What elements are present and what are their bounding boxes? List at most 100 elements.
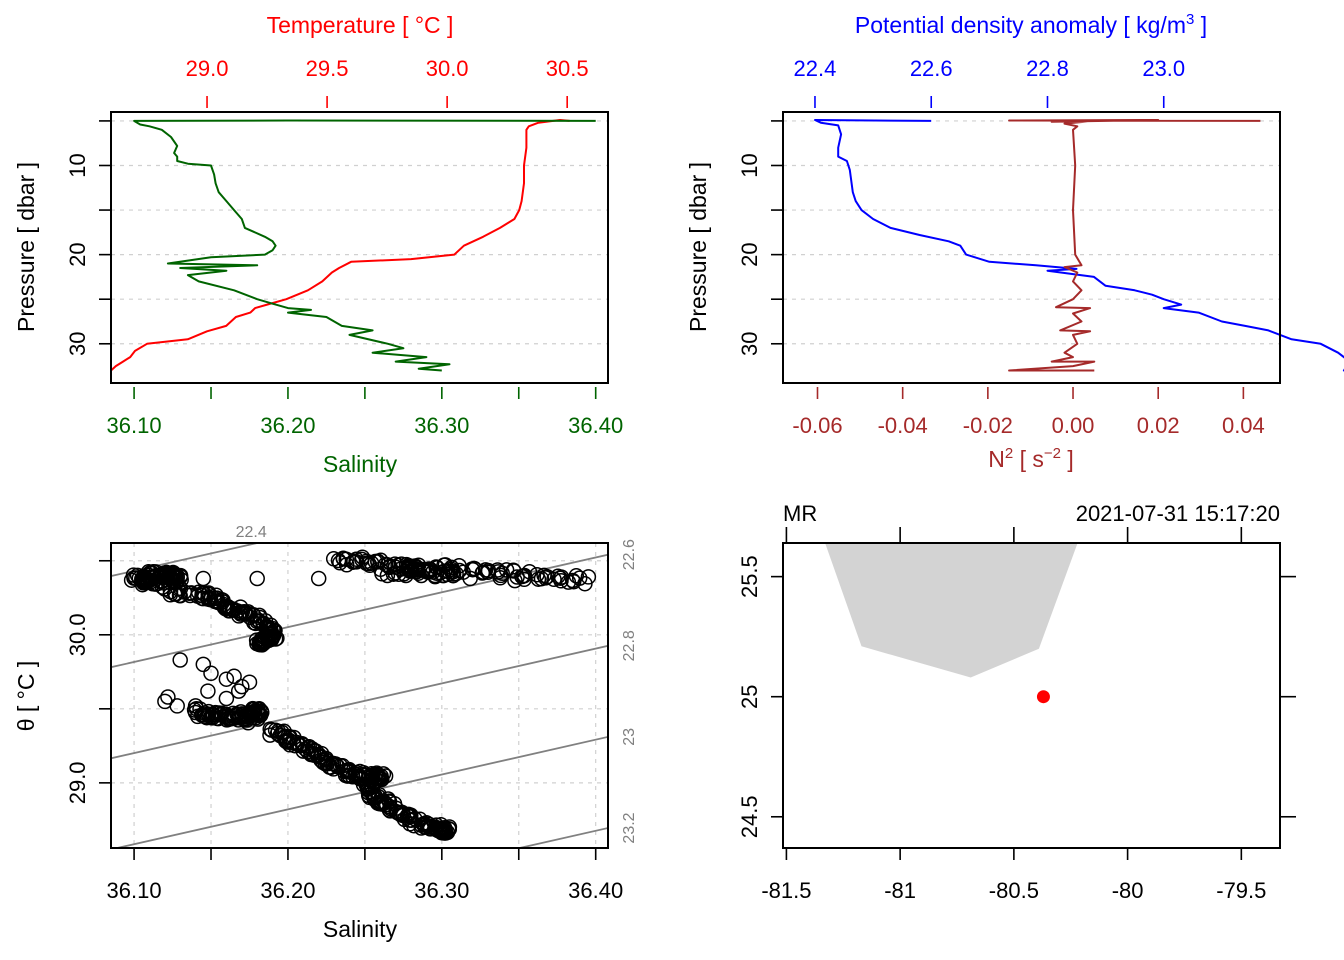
n2-title-unit-exp: −2 [1044,445,1061,462]
ts-point [230,683,247,699]
ts-point [203,665,219,682]
temperature-axis: 29.0 29.5 30.0 30.5 [186,56,589,108]
ts-point [571,570,588,586]
ts-point [282,737,298,753]
panel-station-map: -81.5 -81 -80.5 -80 -79.5 24.5 25 25.5 MR 2021… [737,501,1296,903]
tick-label: 30.0 [65,613,90,656]
theta-axis-title: θ [ °C ] [13,661,39,732]
ts-point [245,700,261,717]
tick-label: 30 [737,332,762,356]
isopycnal-line [111,553,608,669]
ts-point [398,556,415,573]
ts-point [445,564,461,580]
ts-point [553,569,570,585]
plot-frame [110,111,609,384]
ts-point [437,821,453,838]
tick-label: -0.04 [878,413,928,438]
top-axis-ticks [785,527,1243,543]
ts-point [195,656,212,673]
ts-point [564,572,581,589]
ts-point [537,570,554,586]
station-marker [1036,690,1050,704]
pressure-axis-title: Pressure [ dbar ] [685,162,711,332]
n2-line [1008,119,1261,372]
ts-point [247,703,263,719]
ts-point [160,689,176,705]
tick-label: 36.40 [568,878,623,903]
station-name-label: MR [783,501,817,526]
density-title-end: ] [1194,12,1207,38]
ts-point [169,698,185,714]
tick-label: -80.5 [989,878,1039,903]
tick-label: 0.00 [1052,413,1095,438]
tick-label: 36.20 [260,413,315,438]
ts-point [234,678,250,695]
tick-label: 36.30 [414,413,469,438]
n2-title-end: ] [1061,446,1074,472]
plot-frame [110,542,609,849]
n2-axis: -0.06 -0.04 -0.02 0.00 0.02 0.04 [792,387,1265,438]
panel-density-n2-profile: 22.4 22.6 22.8 23.0 -0.06 -0.04 -0.02 0.00 0.02… [685,11,1344,472]
ts-point [546,571,562,588]
ts-point [322,759,339,776]
temperature-axis-title: Temperature [ °C ] [267,12,454,38]
ts-point [338,557,355,573]
tick-label: 30 [65,332,90,356]
ts-point [200,683,216,699]
tick-label: 22.4 [794,56,837,81]
isopycnal-label: 23.2 [621,812,638,843]
tick-label: 36.10 [107,878,162,903]
ts-point [140,573,156,590]
salinity-axis: 36.10 36.20 36.30 36.40 [107,387,623,438]
isopycnal-label: 22.6 [621,539,638,570]
ts-point [172,652,188,668]
ts-point [568,568,585,584]
temperature-line [110,119,570,372]
grid [111,543,608,848]
tick-label: 10 [65,153,90,177]
longitude-axis: -81.5 -81 -80.5 -80 -79.5 [761,848,1266,903]
density-axis-title: Potential density anomaly [ kg/m3 ] [855,11,1207,38]
tick-label: -79.5 [1216,878,1266,903]
density-axis: 22.4 22.6 22.8 23.0 [794,56,1185,108]
pressure-axis: 10 20 30 [65,120,111,356]
tick-label: 0.02 [1137,413,1180,438]
ts-point [234,604,251,620]
salinity-line [133,119,596,372]
ts-point [385,566,402,582]
tick-label: 36.20 [260,878,315,903]
n2-title-exp: 2 [1005,445,1013,462]
ts-point [218,690,235,707]
pressure-gridlines [111,120,608,345]
pressure-gridlines [783,120,1280,345]
ts-point [310,570,327,587]
ts-point [462,570,478,587]
ts-point [172,588,188,604]
tick-label: -0.06 [792,413,842,438]
station-time-label: 2021-07-31 15:17:20 [1076,501,1280,526]
pressure-axis: 10 20 30 [737,120,783,356]
ts-point [248,632,265,648]
density-line [814,119,1344,372]
tick-label: -0.02 [963,413,1013,438]
salinity-axis-title: Salinity [323,916,398,942]
tick-label: 30.0 [426,56,469,81]
ts-point [226,668,242,685]
tick-label: 30.5 [546,56,589,81]
tick-label: 0.04 [1222,413,1265,438]
isopycnal-line [111,644,608,760]
ts-point [379,567,396,584]
tick-label: -81.5 [761,878,811,903]
tick-label: -81 [884,878,916,903]
salinity-axis: 36.10 36.20 36.30 36.40 [107,848,623,903]
tick-label: 23.0 [1142,56,1185,81]
n2-axis-title: N2 [ s−2 ] [988,445,1074,472]
ts-point [507,572,523,589]
ts-point [142,572,158,588]
ts-point [338,551,355,568]
ts-point [195,570,212,587]
ts-point [492,570,508,586]
salinity-axis-title: Salinity [323,451,398,477]
